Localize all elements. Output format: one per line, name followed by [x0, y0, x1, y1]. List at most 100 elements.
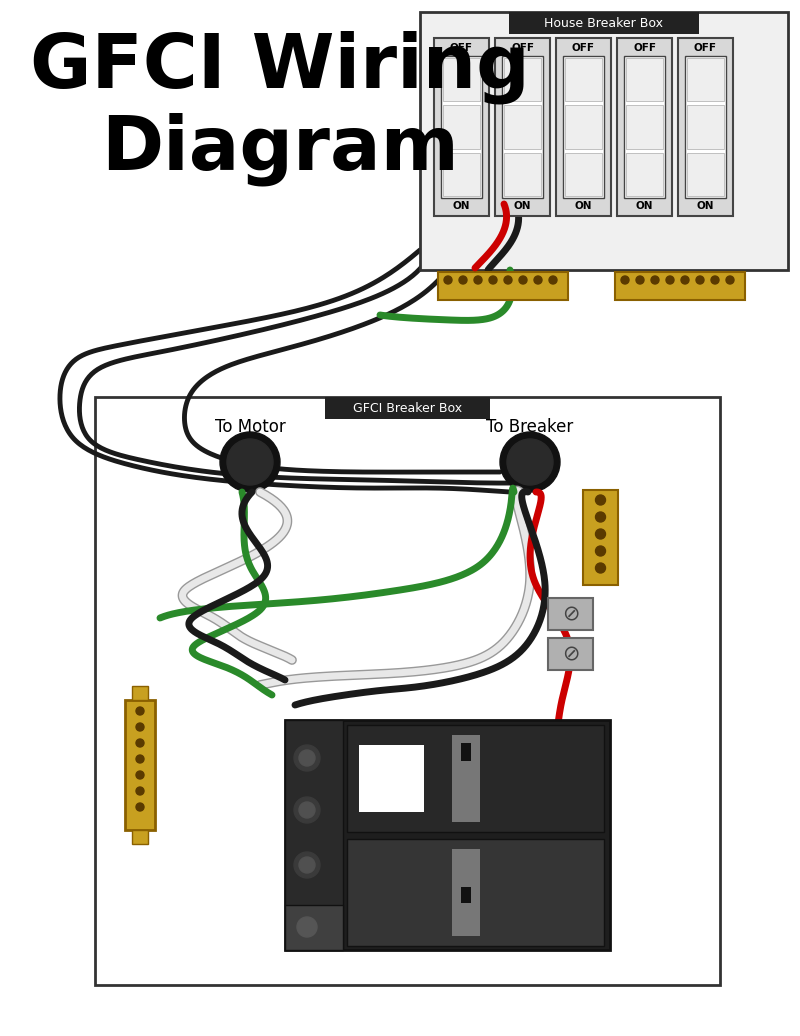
FancyBboxPatch shape — [626, 58, 663, 102]
FancyBboxPatch shape — [132, 686, 148, 700]
FancyBboxPatch shape — [443, 106, 480, 149]
FancyBboxPatch shape — [461, 887, 471, 903]
Circle shape — [299, 750, 315, 766]
Circle shape — [136, 787, 144, 795]
Circle shape — [504, 276, 512, 284]
FancyBboxPatch shape — [443, 152, 480, 196]
FancyBboxPatch shape — [452, 848, 480, 936]
FancyBboxPatch shape — [565, 58, 602, 102]
FancyBboxPatch shape — [461, 743, 471, 761]
Circle shape — [299, 857, 315, 873]
Text: GFCI Wiring
Diagram: GFCI Wiring Diagram — [30, 30, 530, 185]
Circle shape — [489, 276, 497, 284]
Circle shape — [294, 797, 320, 823]
Text: ON: ON — [636, 201, 654, 211]
FancyBboxPatch shape — [132, 830, 148, 844]
Circle shape — [549, 276, 557, 284]
Circle shape — [507, 439, 553, 485]
FancyBboxPatch shape — [420, 12, 788, 270]
Circle shape — [227, 439, 273, 485]
FancyBboxPatch shape — [434, 38, 489, 215]
Circle shape — [681, 276, 689, 284]
FancyBboxPatch shape — [495, 38, 550, 215]
FancyBboxPatch shape — [556, 38, 611, 215]
Circle shape — [595, 546, 606, 556]
Circle shape — [726, 276, 734, 284]
FancyBboxPatch shape — [548, 638, 593, 670]
Circle shape — [651, 276, 659, 284]
FancyBboxPatch shape — [285, 720, 343, 950]
Text: ⊘: ⊘ — [562, 644, 580, 664]
Text: To Motor: To Motor — [214, 418, 286, 436]
FancyBboxPatch shape — [504, 58, 541, 102]
Circle shape — [220, 432, 280, 492]
Circle shape — [595, 495, 606, 505]
Text: House Breaker Box: House Breaker Box — [545, 17, 663, 29]
FancyBboxPatch shape — [504, 152, 541, 196]
Circle shape — [519, 276, 527, 284]
FancyBboxPatch shape — [685, 56, 726, 198]
FancyBboxPatch shape — [565, 106, 602, 149]
Circle shape — [136, 771, 144, 779]
FancyBboxPatch shape — [615, 272, 745, 300]
FancyBboxPatch shape — [678, 38, 733, 215]
Circle shape — [711, 276, 719, 284]
Circle shape — [621, 276, 629, 284]
Circle shape — [136, 707, 144, 715]
FancyBboxPatch shape — [441, 56, 482, 198]
FancyBboxPatch shape — [95, 397, 720, 985]
FancyBboxPatch shape — [125, 700, 155, 830]
FancyBboxPatch shape — [565, 152, 602, 196]
Text: GFCI Breaker Box: GFCI Breaker Box — [353, 402, 462, 414]
FancyBboxPatch shape — [285, 720, 610, 950]
FancyBboxPatch shape — [443, 58, 480, 102]
Circle shape — [444, 276, 452, 284]
Text: OFF: OFF — [694, 44, 717, 53]
FancyBboxPatch shape — [347, 725, 604, 832]
Circle shape — [136, 803, 144, 811]
FancyBboxPatch shape — [687, 58, 724, 102]
Text: OFF: OFF — [450, 44, 473, 53]
Text: OFF: OFF — [511, 44, 534, 53]
Circle shape — [696, 276, 704, 284]
Circle shape — [459, 276, 467, 284]
FancyBboxPatch shape — [583, 490, 618, 585]
Circle shape — [299, 802, 315, 818]
FancyBboxPatch shape — [438, 272, 568, 300]
Circle shape — [534, 276, 542, 284]
Text: ON: ON — [514, 201, 531, 211]
Text: OFF: OFF — [572, 44, 595, 53]
Text: ON: ON — [574, 201, 592, 211]
Circle shape — [474, 276, 482, 284]
FancyBboxPatch shape — [502, 56, 543, 198]
Circle shape — [500, 432, 560, 492]
FancyBboxPatch shape — [452, 735, 480, 822]
Circle shape — [294, 852, 320, 877]
Circle shape — [595, 529, 606, 539]
Text: OFF: OFF — [633, 44, 656, 53]
Circle shape — [136, 739, 144, 747]
FancyBboxPatch shape — [687, 152, 724, 196]
Text: ⊘: ⊘ — [562, 604, 580, 624]
Circle shape — [297, 917, 317, 937]
FancyBboxPatch shape — [285, 905, 343, 950]
FancyBboxPatch shape — [624, 56, 665, 198]
FancyBboxPatch shape — [347, 839, 604, 946]
Text: ON: ON — [697, 201, 714, 211]
FancyBboxPatch shape — [626, 106, 663, 149]
Circle shape — [595, 512, 606, 522]
FancyBboxPatch shape — [687, 106, 724, 149]
Text: ON: ON — [453, 201, 470, 211]
Circle shape — [136, 755, 144, 762]
FancyBboxPatch shape — [563, 56, 604, 198]
FancyBboxPatch shape — [626, 152, 663, 196]
FancyBboxPatch shape — [325, 397, 490, 419]
FancyBboxPatch shape — [504, 106, 541, 149]
FancyBboxPatch shape — [617, 38, 672, 215]
Circle shape — [136, 723, 144, 731]
Circle shape — [294, 745, 320, 771]
FancyBboxPatch shape — [548, 598, 593, 630]
Circle shape — [666, 276, 674, 284]
Circle shape — [595, 563, 606, 573]
FancyBboxPatch shape — [359, 745, 424, 812]
